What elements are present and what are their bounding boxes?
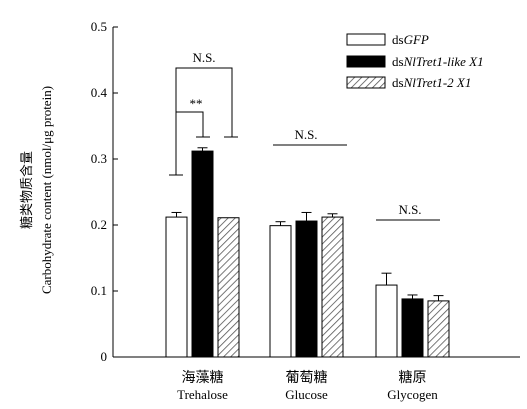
legend-label-tret1-2: dsNlTret1-2 X1 bbox=[392, 75, 471, 90]
category-label-cn: 葡萄糖 bbox=[286, 370, 328, 386]
bar bbox=[321, 216, 344, 358]
legend-label-tret1-like: dsNlTret1-like X1 bbox=[392, 54, 484, 69]
significance-label-glucose: N.S. bbox=[294, 127, 317, 142]
category-label-en: Glucose bbox=[285, 387, 328, 402]
legend-swatch-gfp bbox=[346, 33, 386, 46]
legend-label-gfp: dsGFP bbox=[392, 32, 429, 47]
category-label-en: Trehalose bbox=[177, 387, 228, 402]
bar bbox=[165, 216, 188, 358]
significance-label-trehalose-inner: ** bbox=[190, 96, 203, 111]
y-tick-label: 0.5 bbox=[91, 19, 107, 34]
bar bbox=[191, 150, 214, 358]
y-tick-label: 0.3 bbox=[91, 151, 107, 166]
category-label-cn: 糖原 bbox=[399, 370, 427, 386]
significance-trehalose-outer bbox=[169, 67, 238, 176]
bar bbox=[295, 220, 318, 358]
bar bbox=[375, 284, 398, 358]
y-axis-title-en: Carbohydrate content (nmol/μg protein) bbox=[39, 86, 54, 294]
bar bbox=[217, 217, 240, 358]
significance-label-trehalose-outer: N.S. bbox=[192, 50, 215, 65]
y-tick-label: 0.2 bbox=[91, 217, 107, 232]
bar bbox=[401, 298, 424, 358]
significance-trehalose-inner bbox=[176, 111, 210, 138]
bar bbox=[427, 300, 450, 358]
significance-label-glycogen: N.S. bbox=[398, 202, 421, 217]
y-tick-label: 0.1 bbox=[91, 283, 107, 298]
y-tick-label: 0.4 bbox=[91, 85, 108, 100]
y-tick-label: 0 bbox=[101, 349, 108, 364]
bar bbox=[269, 225, 292, 358]
legend-swatch-tret1-2 bbox=[346, 76, 386, 89]
legend: dsGFP dsNlTret1-like X1 dsNlTret1-2 X1 bbox=[346, 32, 484, 90]
legend-swatch-tret1-like bbox=[346, 55, 386, 68]
y-axis-title-cn: 糖类物质含量 bbox=[19, 151, 34, 229]
category-label-en: Glycogen bbox=[387, 387, 438, 402]
category-label-cn: 海藻糖 bbox=[182, 370, 224, 386]
